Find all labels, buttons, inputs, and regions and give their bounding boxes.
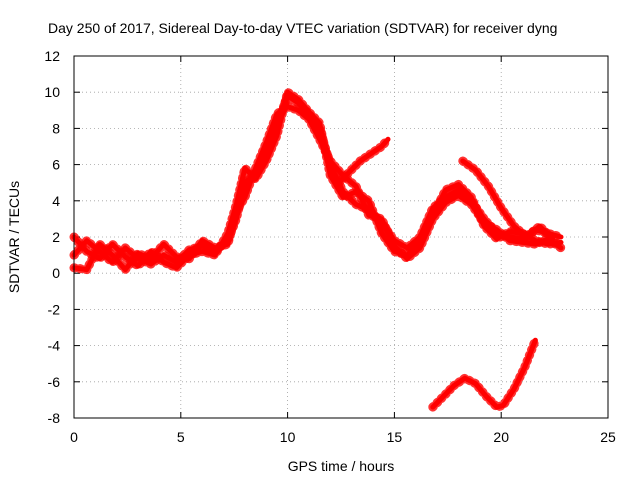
axis-ticks bbox=[73, 55, 609, 419]
x-axis-label: GPS time / hours bbox=[288, 458, 395, 474]
y-tick-label: 0 bbox=[52, 265, 60, 281]
data-series bbox=[69, 87, 566, 412]
series-track-4-markers bbox=[334, 134, 393, 188]
x-tick-label: 0 bbox=[70, 429, 78, 445]
y-tick-label: 12 bbox=[44, 48, 60, 64]
x-tick-label: 10 bbox=[280, 429, 296, 445]
y-tick-label: 8 bbox=[52, 120, 60, 136]
plot-frame bbox=[73, 55, 609, 419]
y-tick-label: -2 bbox=[48, 301, 61, 317]
series-track-5-markers bbox=[458, 156, 557, 244]
x-tick-label: 15 bbox=[387, 429, 403, 445]
y-tick-label: 2 bbox=[52, 229, 60, 245]
y-tick-label: 10 bbox=[44, 84, 60, 100]
series-track-3-markers bbox=[69, 102, 566, 275]
x-tick-label: 5 bbox=[177, 429, 185, 445]
series-track-6-markers bbox=[428, 335, 540, 412]
y-tick-label: 6 bbox=[52, 157, 60, 173]
y-tick-label: -8 bbox=[48, 410, 61, 426]
y-tick-label: -4 bbox=[48, 338, 61, 354]
x-tick-label: 25 bbox=[600, 429, 616, 445]
chart-title: Day 250 of 2017, Sidereal Day-to-day VTE… bbox=[48, 20, 557, 36]
tick-labels: 0 5 10 15 20 25 -8 -6 -4 -2 0 2 4 6 8 10 12 bbox=[44, 48, 616, 445]
x-tick-label: 20 bbox=[493, 429, 509, 445]
y-axis-label: SDTVAR / TECUs bbox=[6, 181, 22, 293]
y-tick-label: 4 bbox=[52, 193, 60, 209]
y-tick-label: -6 bbox=[48, 374, 61, 390]
